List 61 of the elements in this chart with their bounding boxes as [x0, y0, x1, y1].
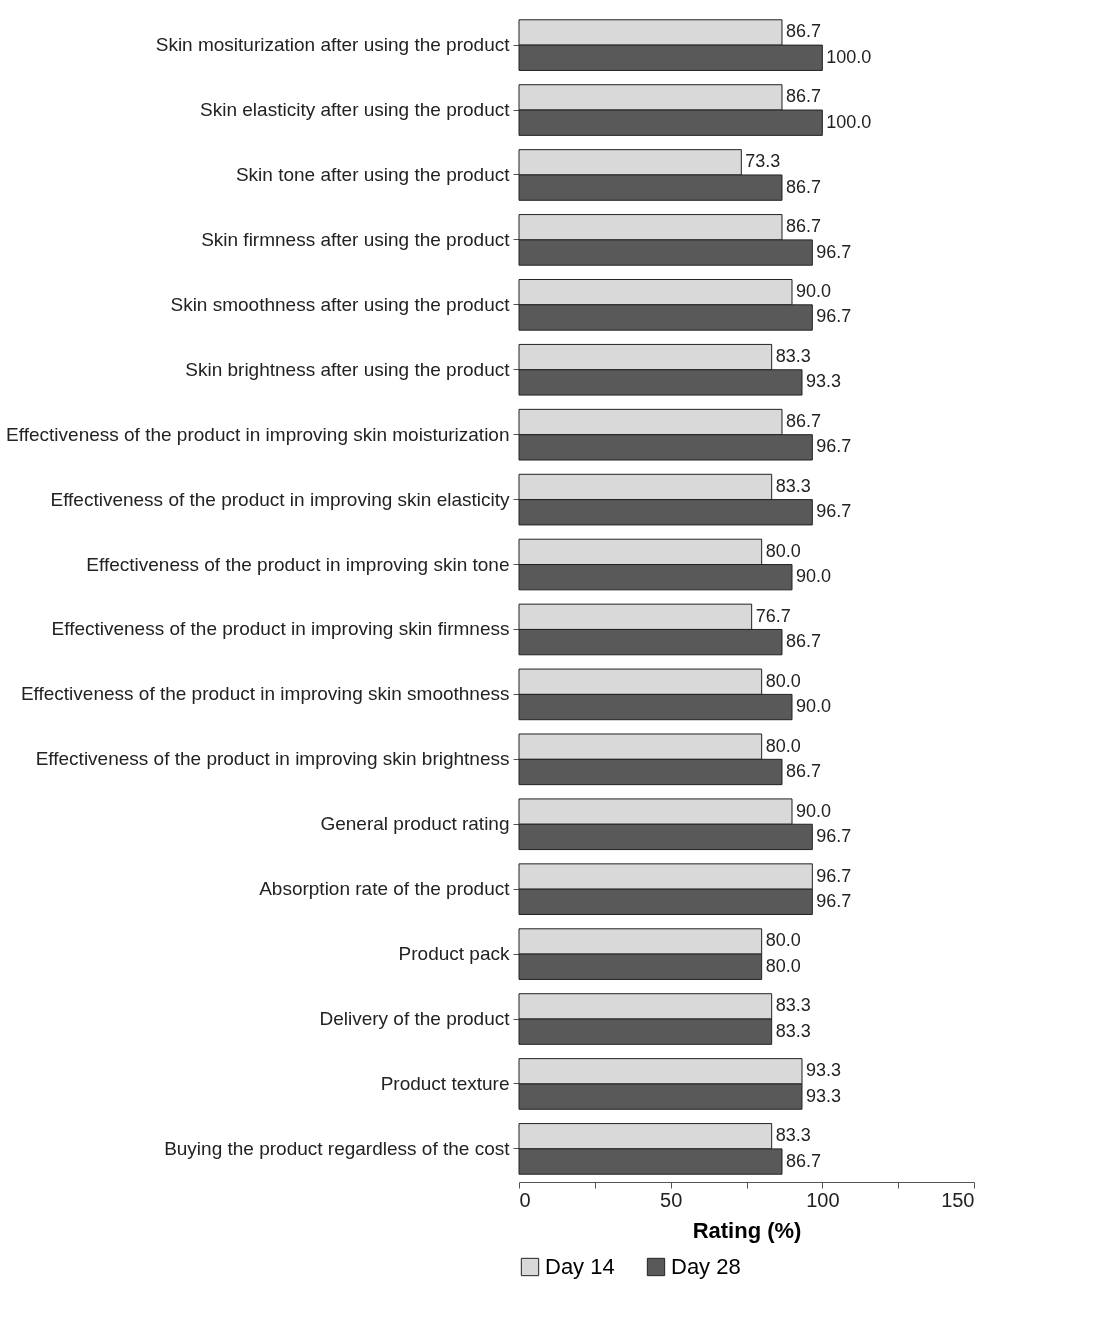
y-tick-label: Buying the product regardless of the cost	[164, 1137, 511, 1159]
data-label: 90.0	[796, 281, 832, 302]
y-tick-label: Skin tone after using the product	[235, 163, 511, 185]
y-tick-label: Effectiveness of the product in improving skin smoothness	[20, 683, 510, 705]
x-axis-title: Rating (%)	[692, 1217, 802, 1243]
x-tick-label: 50	[660, 1188, 683, 1211]
data-label: 83.3	[775, 475, 811, 496]
data-label: 96.7	[816, 825, 852, 846]
x-tick-label: 0	[519, 1188, 531, 1211]
data-label: 83.3	[775, 1125, 811, 1146]
data-label: 93.3	[806, 1085, 842, 1106]
data-label: 90.0	[796, 800, 832, 821]
data-label: 80.0	[765, 670, 801, 691]
y-tick-label: Skin smoothness after using the product	[170, 293, 511, 315]
y-tick-label: Delivery of the product	[319, 1008, 511, 1030]
y-tick-label: Product pack	[398, 943, 510, 965]
data-label: 83.3	[775, 995, 811, 1016]
data-label: 73.3	[745, 151, 781, 172]
y-tick-label: Effectiveness of the product in improving skin tone	[86, 553, 510, 575]
y-tick-label: Product texture	[380, 1072, 510, 1094]
data-label: 80.0	[765, 930, 801, 951]
data-label: 93.3	[806, 1060, 842, 1081]
data-label: 96.7	[816, 501, 852, 522]
data-label: 86.7	[785, 21, 822, 42]
data-label: 80.0	[765, 955, 801, 976]
data-label: 90.0	[796, 566, 832, 587]
data-label: 96.7	[816, 890, 852, 911]
data-label: 96.7	[816, 436, 852, 457]
data-label: 86.7	[785, 760, 822, 781]
data-label: 96.7	[816, 306, 852, 327]
data-label: 86.7	[785, 86, 822, 107]
data-label: 90.0	[796, 696, 832, 717]
data-label: 86.7	[785, 176, 822, 197]
y-tick-label: Skin brightness after using the product	[185, 358, 511, 380]
data-label: 80.0	[765, 540, 801, 561]
data-label: 86.7	[785, 1150, 822, 1171]
y-tick-label: Effectiveness of the product in improving skin brightness	[35, 748, 510, 770]
data-label: 76.7	[755, 605, 791, 626]
y-tick-label: Skin firmness after using the product	[201, 228, 511, 250]
legend-label: Day 28	[671, 1254, 741, 1279]
y-tick-label: Absorption rate of the product	[259, 878, 511, 900]
data-label: 86.7	[785, 216, 822, 237]
x-tick-label: 100	[806, 1188, 840, 1211]
y-tick-label: Effectiveness of the product in improving skin firmness	[51, 618, 510, 640]
data-label: 100.0	[826, 111, 872, 132]
x-tick-label: 150	[941, 1188, 975, 1211]
data-label: 83.3	[775, 346, 811, 367]
data-label: 96.7	[816, 241, 852, 262]
data-label: 100.0	[826, 46, 872, 67]
data-label: 93.3	[806, 371, 842, 392]
data-label: 96.7	[816, 865, 852, 886]
data-label: 83.3	[775, 1020, 811, 1041]
legend-label: Day 14	[545, 1254, 615, 1279]
y-tick-label: Effectiveness of the product in improving skin elasticity	[50, 488, 510, 510]
y-tick-label: General product rating	[320, 813, 510, 835]
y-tick-label: Skin mositurization after using the product	[155, 34, 511, 56]
data-label: 86.7	[785, 631, 822, 652]
data-label: 86.7	[785, 411, 822, 432]
y-tick-label: Effectiveness of the product in improving skin moisturization	[6, 423, 510, 445]
y-tick-label: Skin elasticity after using the product	[200, 99, 511, 121]
data-label: 80.0	[765, 735, 801, 756]
